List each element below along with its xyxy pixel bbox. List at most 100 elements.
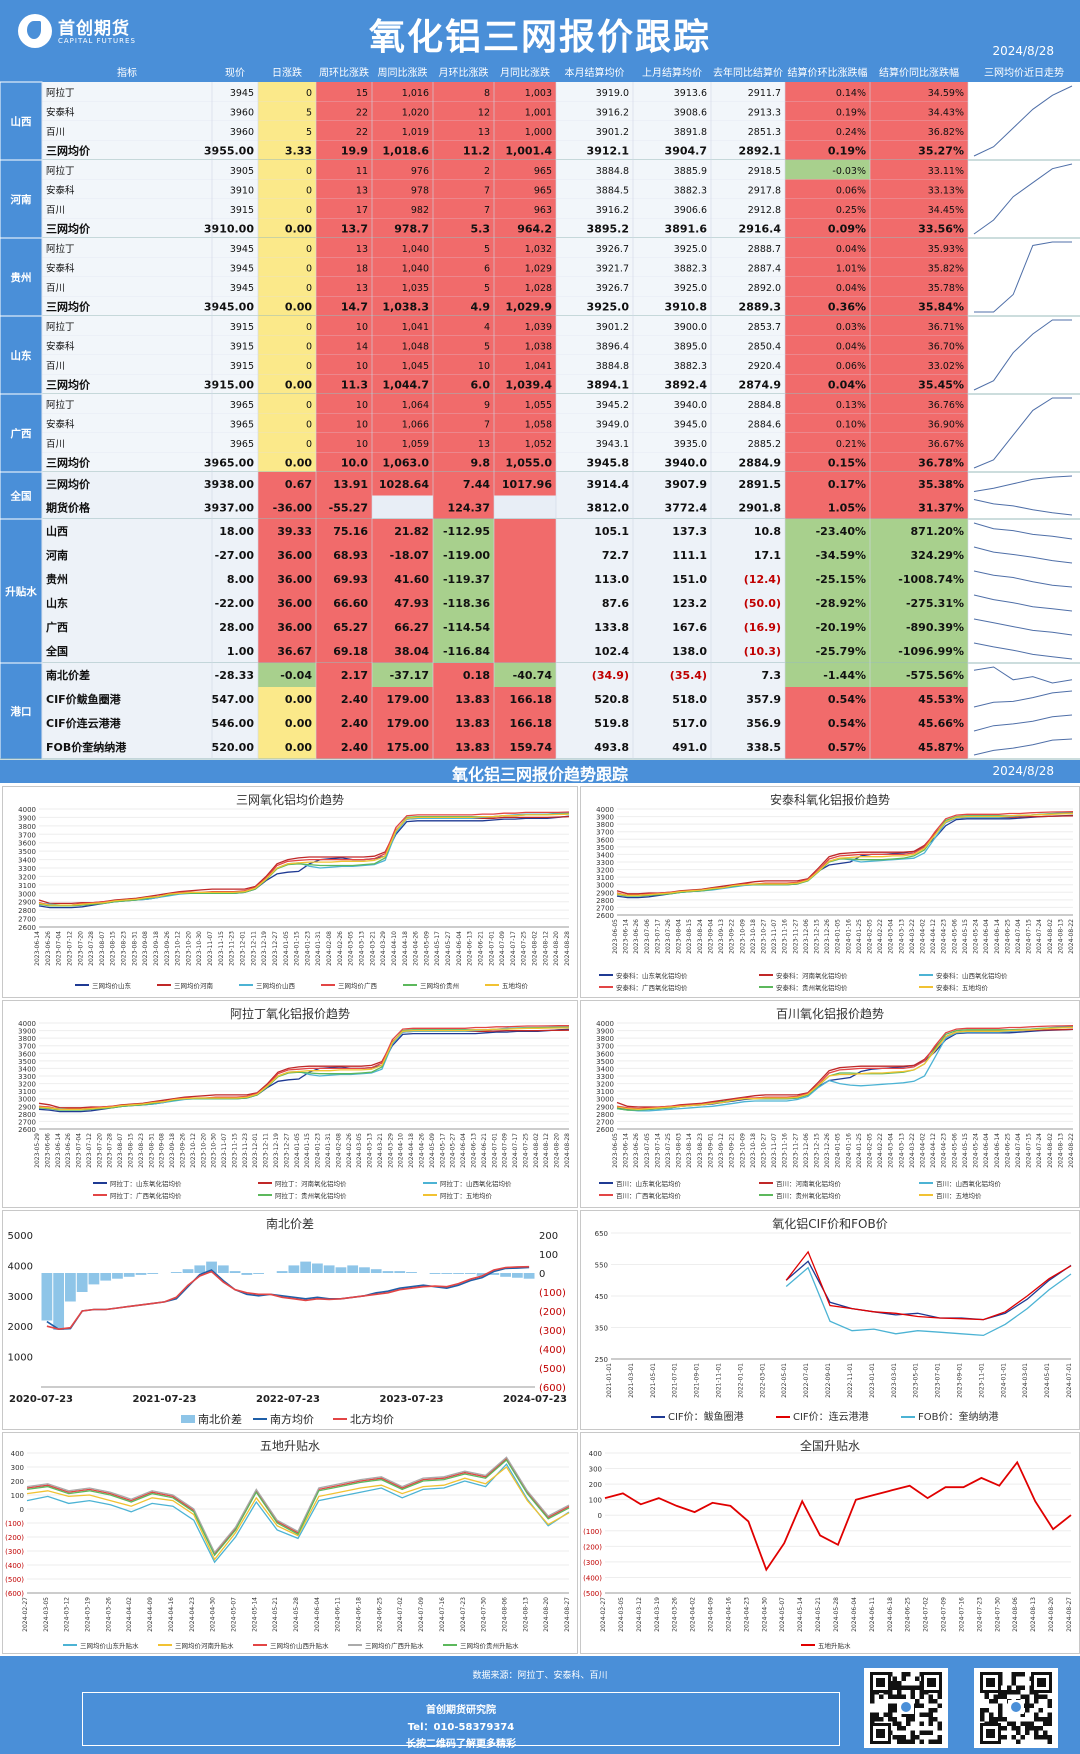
y-tick-label: (300) bbox=[5, 1548, 24, 1556]
table-cell: 38.04 bbox=[394, 645, 429, 658]
table-cell: 17.1 bbox=[754, 549, 781, 562]
x-tick-label: 2024-06-04 bbox=[314, 1597, 321, 1632]
y-tick-label: 3300 bbox=[18, 865, 36, 873]
x-tick-label: 2024-03-04 bbox=[888, 919, 895, 954]
table-cell: 0.21% bbox=[836, 439, 866, 450]
legend-label: 五地升贴水 bbox=[818, 1641, 851, 1650]
table-cell: 3935.0 bbox=[674, 439, 707, 450]
qr-code-1[interactable] bbox=[864, 1668, 948, 1748]
x-tick-label: 2024-03-21 bbox=[377, 1133, 384, 1168]
table-cell: 13.7 bbox=[341, 222, 368, 235]
row-label: CIF价鲅鱼圈港 bbox=[46, 692, 122, 706]
legend-label: 安泰科：五地均价 bbox=[936, 983, 989, 992]
x-tick-label: 2024-06-18 bbox=[356, 1597, 363, 1632]
table-cell: 35.27% bbox=[918, 144, 964, 157]
chart-title: 氧化铝CIF价和FOB价 bbox=[772, 1217, 888, 1231]
x-tick-label: 2023-10-27 bbox=[760, 919, 767, 954]
row-label: 阿拉丁 bbox=[46, 87, 75, 99]
legend-label: 三网均价河南 bbox=[174, 981, 214, 990]
x-tick-label: 2023-06-26 bbox=[633, 919, 640, 954]
x-tick-label: 2021-03-01 bbox=[628, 1363, 635, 1398]
org-name: 首创期货研究院 bbox=[426, 1705, 496, 1716]
table-cell: -1.44% bbox=[823, 669, 866, 682]
footer: 数据来源：阿拉丁、安泰科、百川 首创期货研究院 Tel：010-58379374… bbox=[0, 1656, 1080, 1754]
table-cell: 14 bbox=[356, 341, 368, 352]
row-label: 安泰科 bbox=[46, 184, 75, 196]
qr-code-2[interactable] bbox=[974, 1668, 1058, 1748]
table-cell: 45.66% bbox=[918, 717, 964, 730]
bar bbox=[488, 1273, 500, 1275]
group-label: 全国 bbox=[10, 490, 32, 503]
table-header-bg bbox=[0, 62, 1080, 82]
x-tick-label: 2024-03-12 bbox=[636, 1597, 643, 1632]
table-cell: 1,018.6 bbox=[382, 144, 429, 157]
table-cell: 7.3 bbox=[762, 669, 782, 682]
table-cell: 3916.2 bbox=[596, 205, 629, 216]
table-cell: 1,044.7 bbox=[382, 378, 429, 391]
table-cell: 547.00 bbox=[212, 693, 255, 706]
table-cell: 13 bbox=[356, 244, 368, 255]
table-cell: 0.06% bbox=[836, 361, 866, 372]
table-header-cell: 上月结算均价 bbox=[642, 66, 702, 79]
sparkline bbox=[973, 570, 1073, 588]
table-cell: 166.18 bbox=[510, 693, 552, 706]
x-tick-label: 2022-07-23 bbox=[256, 1394, 320, 1405]
table-cell: 1,028 bbox=[525, 283, 552, 294]
x-tick-label: 2023-12-27 bbox=[272, 931, 279, 966]
table-cell: 10.8 bbox=[754, 525, 781, 538]
table-cell: 2917.8 bbox=[748, 185, 781, 196]
x-tick-label: 2024-03-05 bbox=[348, 931, 355, 966]
table-cell: 1,052 bbox=[525, 439, 552, 450]
table-cell: 3955.00 bbox=[204, 144, 254, 157]
series-line bbox=[26, 1456, 570, 1554]
table-cell: 18 bbox=[356, 263, 368, 274]
table-cell: 0.10% bbox=[836, 419, 866, 430]
y-tick-label: 300 bbox=[589, 1466, 602, 1474]
x-tick-label: 2021-01-01 bbox=[606, 1363, 613, 1398]
bar bbox=[276, 1271, 288, 1273]
y-tick-label: 550 bbox=[595, 1262, 608, 1270]
x-tick-label: 2023-09-21 bbox=[729, 1133, 736, 1168]
bar bbox=[335, 1267, 347, 1273]
x-tick-label: 2023-08-07 bbox=[117, 1133, 124, 1168]
table-cell: 3945.2 bbox=[596, 400, 629, 411]
table-cell: 13 bbox=[478, 439, 490, 450]
table-cell: (34.9) bbox=[592, 669, 629, 682]
x-tick-label: 2024-01-16 bbox=[845, 1133, 852, 1168]
x-tick-label: 2024-03-01 bbox=[1022, 1363, 1029, 1398]
x-tick-label: 2024-03-04 bbox=[888, 1133, 895, 1168]
series-line bbox=[46, 1265, 530, 1331]
table-cell: 1,039.4 bbox=[505, 378, 552, 391]
row-label: 阿拉丁 bbox=[46, 165, 75, 177]
x-tick-label: 2024-07-24 bbox=[1036, 919, 1043, 954]
x-tick-label: 2024-05-07 bbox=[779, 1597, 786, 1632]
table-cell: 10 bbox=[356, 361, 368, 372]
table-cell: 1,058 bbox=[525, 419, 552, 430]
x-tick-label: 2024-05-14 bbox=[251, 1597, 258, 1632]
x-tick-label: 2024-06-11 bbox=[869, 1597, 876, 1632]
x-tick-label: 2023-08-04 bbox=[676, 919, 683, 954]
x-tick-label: 2024-04-12 bbox=[930, 1133, 937, 1168]
x-tick-label: 2023-09-26 bbox=[179, 1133, 186, 1168]
row-label: 百川 bbox=[46, 127, 65, 138]
x-tick-label: 2024-08-20 bbox=[543, 1597, 550, 1632]
x-tick-label: 2023-10-20 bbox=[200, 1133, 207, 1168]
x-tick-label: 2024-04-18 bbox=[408, 1133, 415, 1168]
x-tick-label: 2023-09-01 bbox=[956, 1363, 963, 1398]
table-cell: -0.03% bbox=[832, 166, 866, 177]
x-tick-label: 2023-06-26 bbox=[45, 931, 52, 966]
y2-tick-label: 0 bbox=[539, 1269, 545, 1280]
table-cell: 2 bbox=[484, 166, 490, 177]
group-label: 河南 bbox=[11, 193, 32, 206]
legend-label: 阿拉丁：河南氧化铝均价 bbox=[275, 1179, 347, 1188]
bar bbox=[241, 1273, 253, 1275]
x-tick-label: 2024-04-23 bbox=[189, 1597, 196, 1632]
y-tick-label: (400) bbox=[5, 1562, 24, 1570]
row-label: 三网均价 bbox=[46, 221, 91, 235]
table-cell: 3915 bbox=[230, 322, 254, 333]
x-tick-label: 2024-07-17 bbox=[510, 931, 517, 966]
chart-antaike: 2600270028002900300031003200330034003500… bbox=[596, 806, 1075, 992]
table-cell: 0.25% bbox=[836, 205, 866, 216]
row-label: 百川 bbox=[46, 361, 65, 372]
row-label: FOB价奎纳纳港 bbox=[46, 740, 127, 754]
